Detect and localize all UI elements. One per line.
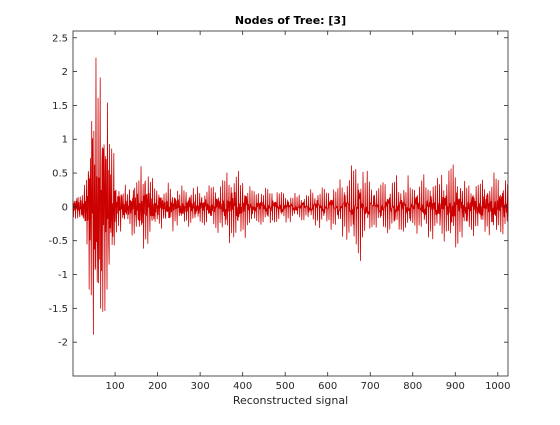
y-tick-label: -2 — [58, 338, 68, 349]
x-tick-label: 100 — [106, 381, 125, 392]
y-tick-label: 2.5 — [52, 33, 68, 44]
y-axis: -2 -1.5 -1 -0.5 0 0.5 1 1.5 2 2.5 — [48, 33, 508, 349]
y-tick-label: 0 — [62, 202, 68, 213]
x-tick-label: 900 — [446, 381, 465, 392]
plot-frame — [72, 30, 509, 377]
chart-title: Nodes of Tree: [3] — [235, 14, 346, 27]
y-tick-label: 0.5 — [52, 169, 68, 180]
y-tick-label: -1 — [58, 270, 68, 281]
x-tick-label: 300 — [191, 381, 210, 392]
x-tick-label: 600 — [318, 381, 337, 392]
y-tick-label: -1.5 — [48, 304, 68, 315]
x-tick-label: 700 — [361, 381, 380, 392]
x-tick-label: 400 — [233, 381, 252, 392]
y-tick-label: 1.5 — [52, 101, 68, 112]
y-tick-label: 2 — [62, 67, 68, 78]
y-tick-label: 1 — [62, 135, 68, 146]
x-tick-label: 500 — [276, 381, 295, 392]
x-tick-label: 800 — [403, 381, 422, 392]
x-tick-label: 1000 — [485, 381, 510, 392]
x-axis-label: Reconstructed signal — [233, 394, 348, 407]
y-tick-label: -0.5 — [48, 236, 68, 247]
signal-layer — [72, 57, 509, 335]
signal-line — [72, 57, 509, 335]
x-axis: 100 200 300 400 500 600 700 800 900 1000 — [106, 31, 511, 392]
x-tick-label: 200 — [148, 381, 167, 392]
